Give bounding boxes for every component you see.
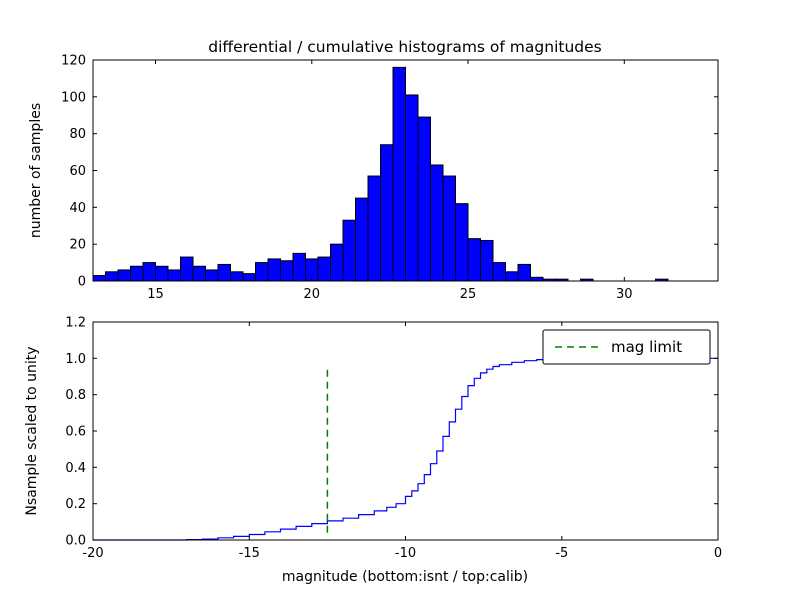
x-tick-label: 0 bbox=[714, 546, 722, 561]
x-tick-label: -20 bbox=[82, 546, 103, 561]
y-tick-label: 0.4 bbox=[65, 461, 86, 476]
y-tick-label: 40 bbox=[69, 201, 86, 216]
y-tick-label: 100 bbox=[61, 90, 86, 105]
legend-frame bbox=[542, 329, 711, 365]
x-tick-label: -15 bbox=[239, 546, 260, 561]
plot-area: 15 20 25 30 0 20 40 60 80 100 120 -20 -15 -10 -5 0 0.0 0.… bbox=[61, 54, 722, 562]
y-tick-label: 0.8 bbox=[65, 388, 86, 403]
histogram-bars bbox=[92, 66, 669, 282]
y-tick-label: 20 bbox=[69, 238, 86, 253]
y-tick-label: 1.2 bbox=[65, 316, 86, 331]
x-tick-label: 30 bbox=[616, 287, 633, 302]
x-tick-label: 25 bbox=[460, 287, 477, 302]
top-axes: 15 20 25 30 0 20 40 60 80 100 120 bbox=[61, 54, 719, 302]
y-tick-label: 60 bbox=[69, 164, 86, 179]
y-tick-label: 0.6 bbox=[65, 425, 86, 440]
legend-maglimit-label: mag limit bbox=[611, 338, 682, 356]
chart-title: differential / cumulative histograms of … bbox=[208, 38, 601, 56]
y-tick-label: 0.2 bbox=[65, 497, 86, 512]
bottom-axes: -20 -15 -10 -5 0 0.0 0.2 0.4 0.6 0.8 1.0 1.2 bbox=[65, 316, 722, 562]
x-axis-label: magnitude (bottom:isnt / top:calib) bbox=[282, 569, 528, 585]
y-tick-label: 120 bbox=[61, 54, 86, 69]
y-tick-label: 80 bbox=[69, 127, 86, 142]
legend: mag limit bbox=[542, 329, 711, 365]
x-tick-label: 15 bbox=[147, 287, 164, 302]
y-tick-label: 1.0 bbox=[65, 352, 86, 367]
x-tick-label: 20 bbox=[304, 287, 321, 302]
x-tick-label: -10 bbox=[395, 546, 416, 561]
x-tick-label: -5 bbox=[555, 546, 568, 561]
y-tick-label: 0.0 bbox=[65, 534, 86, 549]
cumulative-line bbox=[93, 357, 718, 541]
top-y-axis-label: number of samples bbox=[28, 103, 44, 238]
bottom-y-axis-label: Nsample scaled to unity bbox=[24, 346, 40, 515]
y-tick-label: 0 bbox=[78, 275, 86, 290]
